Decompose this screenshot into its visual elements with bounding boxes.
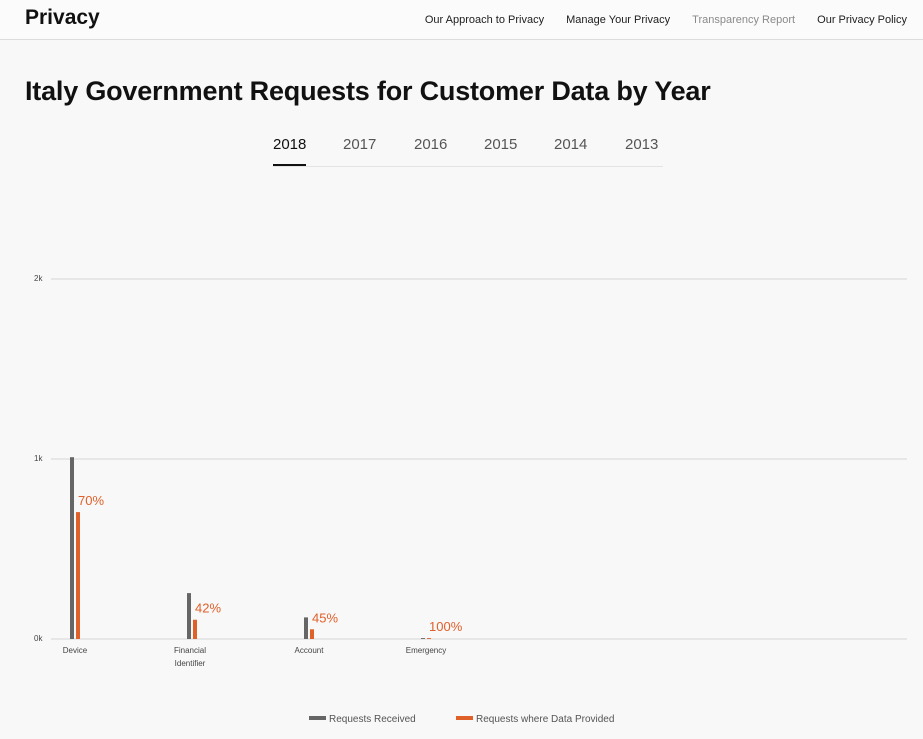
y-tick-label-1: 1k bbox=[34, 454, 43, 463]
bar-received-1 bbox=[187, 593, 191, 639]
tab-year-2017[interactable]: 2017 bbox=[343, 136, 377, 153]
bar-provided-0 bbox=[76, 512, 80, 639]
nav-link-privacy-policy[interactable]: Our Privacy Policy bbox=[817, 14, 907, 26]
tab-year-2015[interactable]: 2015 bbox=[484, 136, 518, 153]
x-label-2: Account bbox=[295, 646, 325, 655]
bar-received-0 bbox=[70, 457, 74, 639]
legend-provided: Requests where Data Provided bbox=[456, 714, 614, 725]
y-tick-label-0: 0k bbox=[34, 634, 43, 643]
legend-received: Requests Received bbox=[309, 714, 416, 725]
percent-label-1: 42% bbox=[195, 601, 221, 616]
page-title: Italy Government Requests for Customer D… bbox=[25, 76, 711, 106]
tab-year-2016[interactable]: 2016 bbox=[414, 136, 448, 153]
bar-received-2 bbox=[304, 617, 308, 639]
legend-label-received: Requests Received bbox=[329, 714, 416, 725]
legend-label-provided: Requests where Data Provided bbox=[476, 714, 615, 725]
tab-year-2013[interactable]: 2013 bbox=[625, 136, 659, 153]
privacy-brand-title[interactable]: Privacy bbox=[25, 6, 100, 29]
nav-link-transparency-report[interactable]: Transparency Report bbox=[692, 14, 796, 26]
x-label-1-line2: Identifier bbox=[175, 659, 206, 668]
x-label-1-line1: Financial bbox=[174, 646, 206, 655]
year-tabs: 2018 2017 2016 2015 2014 2013 bbox=[273, 136, 663, 167]
privacy-nav-links: Our Approach to Privacy Manage Your Priv… bbox=[406, 14, 907, 26]
x-label-0: Device bbox=[63, 646, 88, 655]
bar-received-3 bbox=[421, 638, 425, 639]
bar-provided-2 bbox=[310, 629, 314, 639]
nav-link-our-approach[interactable]: Our Approach to Privacy bbox=[424, 14, 545, 26]
legend-swatch-provided bbox=[456, 716, 473, 721]
tab-year-2018[interactable]: 2018 bbox=[273, 136, 307, 166]
y-tick-label-2: 2k bbox=[34, 274, 43, 283]
nav-link-manage-privacy[interactable]: Manage Your Privacy bbox=[566, 14, 671, 26]
tab-year-2014[interactable]: 2014 bbox=[554, 136, 588, 153]
percent-label-3: 100% bbox=[429, 619, 463, 634]
legend-swatch-received bbox=[309, 716, 326, 721]
top-navigation-bar: Privacy Our Approach to Privacy Manage Y… bbox=[0, 0, 923, 40]
percent-label-0: 70% bbox=[78, 493, 104, 508]
bar-provided-1 bbox=[193, 619, 197, 639]
x-label-3: Emergency bbox=[406, 646, 446, 655]
requests-bar-chart: 0k 1k 2k 70% Device 42% Financial Identifier 45%… bbox=[34, 274, 907, 668]
percent-label-2: 45% bbox=[312, 610, 338, 625]
bar-provided-3 bbox=[427, 638, 431, 639]
